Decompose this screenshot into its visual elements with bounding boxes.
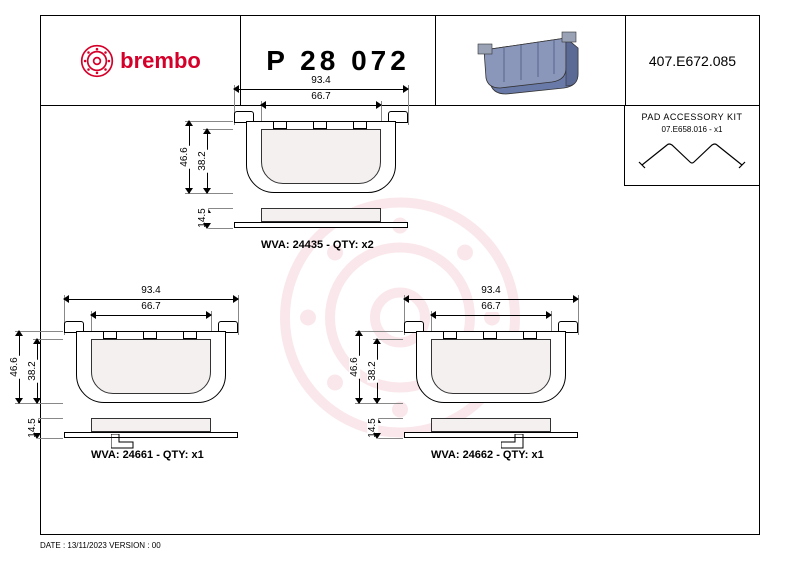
dim-h-outer: 46.6 bbox=[189, 121, 190, 193]
dim-h-inner: 38.2 bbox=[37, 339, 38, 403]
dim-w-inner: 66.7 bbox=[431, 315, 551, 316]
pad-3d-render bbox=[466, 26, 596, 96]
dim-h-inner: 38.2 bbox=[207, 129, 208, 193]
pad-drawing-bottom-left: 93.4 66.7 46.6 38.2 bbox=[61, 321, 241, 444]
accessory-title: PAD ACCESSORY KIT bbox=[629, 112, 755, 122]
pad-front-view bbox=[401, 321, 581, 406]
dim-thickness: 14.5 bbox=[207, 208, 208, 228]
accessory-panel: PAD ACCESSORY KIT 07.E658.016 - x1 bbox=[624, 106, 759, 186]
wva-label: WVA: 24662 - QTY: x1 bbox=[431, 449, 544, 461]
brand-name: brembo bbox=[120, 48, 201, 74]
wva-label: WVA: 24435 - QTY: x2 bbox=[261, 239, 374, 251]
dim-w-outer: 93.4 bbox=[404, 299, 578, 300]
render-cell bbox=[436, 16, 626, 105]
spring-clip-icon bbox=[637, 140, 747, 170]
ref-code-cell: 407.E672.085 bbox=[626, 16, 759, 105]
pad-drawing-top: 93.4 66.7 46.6 38.2 bbox=[231, 111, 411, 234]
wva-label: WVA: 24661 - QTY: x1 bbox=[91, 449, 204, 461]
drawing-body: PAD ACCESSORY KIT 07.E658.016 - x1 93.4 … bbox=[41, 106, 759, 534]
pad-side-view bbox=[401, 418, 581, 444]
brembo-logo: brembo bbox=[80, 44, 201, 78]
pad-drawing-bottom-right: 93.4 66.7 46.6 38.2 bbox=[401, 321, 581, 444]
dim-w-inner: 66.7 bbox=[91, 315, 211, 316]
dim-h-outer: 46.6 bbox=[359, 331, 360, 403]
pad-front-view bbox=[61, 321, 241, 406]
dim-thickness: 14.5 bbox=[37, 418, 38, 438]
dim-h-inner: 38.2 bbox=[377, 339, 378, 403]
drawing-frame: brembo P 28 072 407.E672.085 bbox=[40, 15, 760, 535]
pad-side-view bbox=[231, 208, 411, 234]
dim-w-inner: 66.7 bbox=[261, 105, 381, 106]
dim-thickness: 14.5 bbox=[377, 418, 378, 438]
brembo-disc-icon bbox=[80, 44, 114, 78]
header-row: brembo P 28 072 407.E672.085 bbox=[41, 16, 759, 106]
dim-w-outer: 93.4 bbox=[64, 299, 238, 300]
dim-h-outer: 46.6 bbox=[19, 331, 20, 403]
ref-code: 407.E672.085 bbox=[649, 53, 736, 69]
accessory-code: 07.E658.016 - x1 bbox=[629, 125, 755, 134]
footer-date: DATE : 13/11/2023 VERSION : 00 bbox=[40, 541, 161, 550]
part-number: P 28 072 bbox=[266, 45, 410, 77]
pad-front-view bbox=[231, 111, 411, 196]
dim-w-outer: 93.4 bbox=[234, 89, 408, 90]
logo-cell: brembo bbox=[41, 16, 241, 105]
pad-side-view bbox=[61, 418, 241, 444]
